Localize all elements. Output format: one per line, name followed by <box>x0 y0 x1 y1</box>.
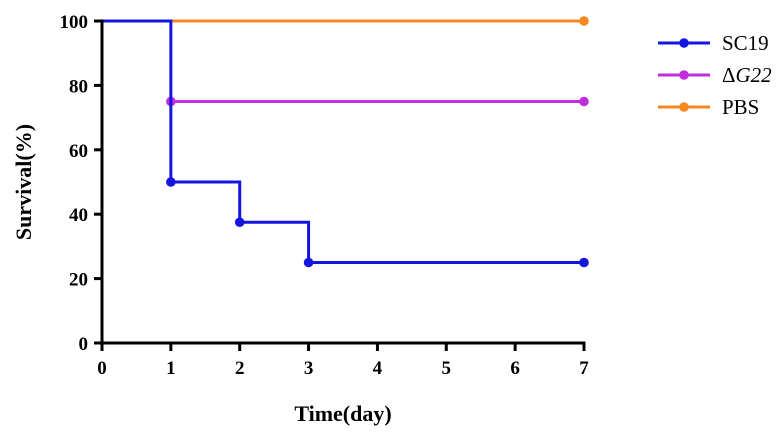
x-tick-label-3: 3 <box>304 358 314 379</box>
y-tick-label-20: 20 <box>69 270 88 291</box>
legend: SC19 ΔG22 PBS <box>658 31 772 119</box>
series-marker-sc19-1 <box>166 177 176 187</box>
legend-label-pbs: PBS <box>722 95 759 119</box>
legend-label-prefix: Δ <box>722 63 736 87</box>
x-tick-label-4: 4 <box>373 358 383 379</box>
y-tick-label-80: 80 <box>69 76 88 97</box>
legend-label-g22: ΔG22 <box>722 63 772 87</box>
x-tick-label-1: 1 <box>166 358 176 379</box>
y-tick-label-100: 100 <box>60 12 89 33</box>
y-tick-label-40: 40 <box>69 205 88 226</box>
series-marker-sc19-3 <box>303 257 314 268</box>
legend-item-pbs: PBS <box>658 95 759 119</box>
axes: 0 1 2 3 4 5 6 7 0 20 40 60 80 100 <box>60 12 590 379</box>
series-marker-pbs-1 <box>579 16 589 26</box>
legend-marker-g22 <box>679 70 689 80</box>
legend-label-name: G22 <box>736 63 773 87</box>
y-axis-title: Survival(%) <box>11 124 36 240</box>
legend-marker-pbs <box>679 102 689 112</box>
x-tick-label-0: 0 <box>97 358 107 379</box>
series-marker-sc19-2 <box>234 217 245 228</box>
x-tick-label-6: 6 <box>510 358 520 379</box>
legend-label-name: PBS <box>722 95 759 119</box>
x-axis-title: Time(day) <box>294 401 391 426</box>
legend-label-name: SC19 <box>722 31 769 55</box>
x-tick-label-5: 5 <box>442 358 452 379</box>
legend-marker-sc19 <box>679 38 689 48</box>
x-tick-label-7: 7 <box>579 358 589 379</box>
plot-area <box>102 16 589 268</box>
legend-item-sc19: SC19 <box>658 31 769 55</box>
x-tick-label-2: 2 <box>235 358 245 379</box>
series-line-sc19 <box>102 19 584 264</box>
series-marker-g22-2 <box>579 96 589 107</box>
series-marker-sc19-4 <box>579 257 589 268</box>
y-tick-label-60: 60 <box>69 141 88 162</box>
y-tick-label-0: 0 <box>79 334 89 355</box>
legend-label-sc19: SC19 <box>722 31 769 55</box>
legend-item-g22: ΔG22 <box>658 63 772 87</box>
